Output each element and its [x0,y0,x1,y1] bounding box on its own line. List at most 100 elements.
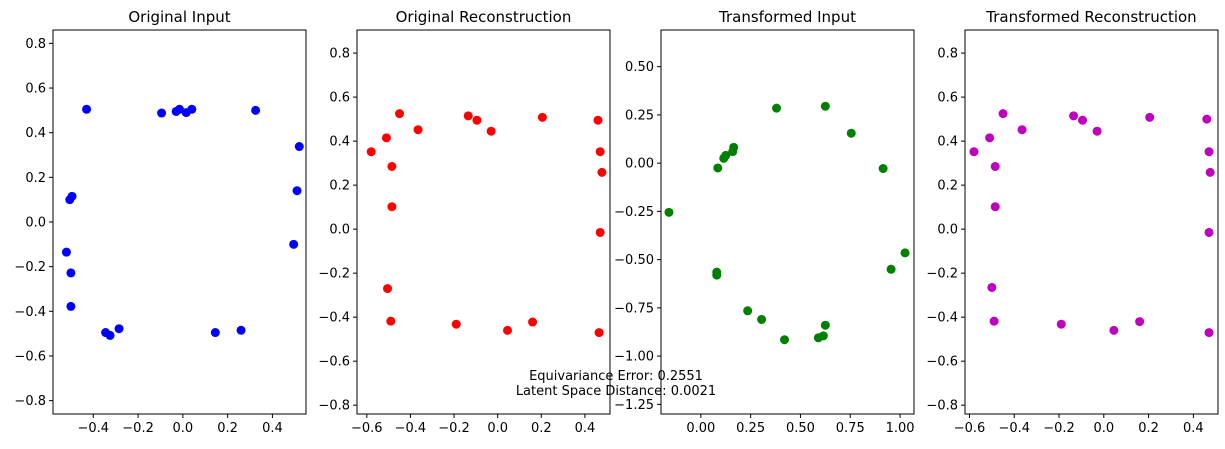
y-tick-label: 0.4 [25,126,46,141]
y-tick-label: −0.6 [318,355,350,370]
data-point [1204,328,1214,338]
data-point [594,328,604,338]
x-tick-label: 0.25 [736,421,765,436]
data-point [486,126,496,136]
x-tick-label: 0.2 [217,421,238,436]
data-point [595,147,605,157]
data-point [998,109,1008,119]
data-point [1204,147,1214,157]
y-tick-label: −0.8 [14,394,46,409]
data-point [463,111,473,121]
panel-title: Original Reconstruction [396,8,572,26]
x-tick-label: −0.6 [954,421,986,436]
y-tick-label: 0.8 [25,37,46,52]
y-tick-label: −0.4 [14,305,46,320]
y-tick-label: 0.50 [625,60,654,75]
data-point [236,325,246,335]
panel-3: 0.00 0.25 0.50 0.75 1.00 −1.25 −1.00 −0.75 −0.50… [614,8,914,436]
x-tick-label: −0.4 [78,421,110,436]
data-point [886,264,896,274]
data-point [878,164,888,174]
data-point [386,316,396,326]
axes-frame [52,29,307,415]
y-tick-label: −1.25 [614,398,654,413]
data-point [712,270,722,280]
data-point [1145,112,1155,122]
y-tick-label: 0.25 [625,108,654,123]
data-point [1202,114,1212,124]
y-tick-label: 0.4 [937,135,958,150]
data-point [757,314,767,324]
panel-title: Original Input [128,8,230,26]
data-point [597,167,607,177]
data-point [820,320,830,330]
data-point [66,301,76,311]
y-tick-label: 0.4 [329,135,350,150]
x-tick-label: 0.0 [1093,421,1114,436]
data-point [1205,167,1215,177]
panel-4: −0.6 −0.4 −0.2 0.0 0.2 0.4 −0.8 −0.6 −0.4 −0.2 0.0… [926,8,1219,436]
y-tick-label: −0.2 [14,260,46,275]
data-point [721,150,731,160]
y-tick-label: −0.8 [926,399,958,414]
x-tick-label: −0.6 [351,421,383,436]
data-point [987,282,997,292]
data-point [664,207,674,217]
data-point [1078,115,1088,125]
y-tick-label: −0.25 [614,205,654,220]
data-point [1092,126,1102,136]
data-point [1109,325,1119,335]
data-point [381,133,391,143]
panel-title: Transformed Input [718,8,856,26]
axes-frame [964,29,1219,415]
latent-distance-label: Latent Space Distance: 0.0021 [516,384,716,399]
panels: −0.4 −0.2 0.0 0.2 0.4 −0.8 −0.6 −0.4 −0.2 0.0 0.2 0… [14,8,1219,436]
data-point [989,316,999,326]
y-tick-label: 0.6 [937,91,958,106]
x-tick-label: 0.4 [262,421,283,436]
x-tick-label: −0.2 [438,421,470,436]
y-tick-label: 0.00 [625,157,654,172]
data-point [82,104,92,114]
panel-title: Transformed Reconstruction [985,8,1196,26]
data-point [66,268,76,278]
data-point [395,109,405,119]
y-tick-label: 0.2 [25,171,46,186]
data-point [729,142,739,152]
data-point [595,227,605,237]
y-tick-label: 0.0 [25,216,46,231]
y-tick-label: −0.4 [318,311,350,326]
y-tick-label: −0.50 [614,253,654,268]
x-tick-label: 0.2 [531,421,552,436]
x-tick-label: 0.2 [1138,421,1159,436]
x-tick-label: −0.4 [998,421,1030,436]
data-point [900,248,910,258]
data-point [65,195,75,205]
data-point [990,202,1000,212]
y-tick-label: −0.75 [614,301,654,316]
x-tick-label: 0.00 [686,421,715,436]
y-tick-label: 0.8 [937,47,958,62]
data-point [772,103,782,113]
data-point [175,104,184,114]
data-point [105,330,115,340]
data-point [61,247,71,257]
data-point [818,331,828,341]
data-point [294,142,304,152]
data-point [251,105,261,115]
data-point [1204,227,1214,237]
y-tick-label: 0.0 [329,223,350,238]
data-point [990,161,1000,171]
y-tick-label: 0.2 [329,179,350,194]
data-point [383,284,393,294]
data-point [114,324,124,334]
x-tick-label: 0.4 [1183,421,1204,436]
y-tick-label: 0.6 [329,91,350,106]
data-point [289,239,299,249]
data-point [210,328,220,338]
data-point [985,133,995,143]
panel-2: −0.6 −0.4 −0.2 0.0 0.2 0.4−0.8−0.6−0.4−0.20.0… [318,8,611,436]
axes-frame [356,29,611,415]
data-point [593,115,603,125]
